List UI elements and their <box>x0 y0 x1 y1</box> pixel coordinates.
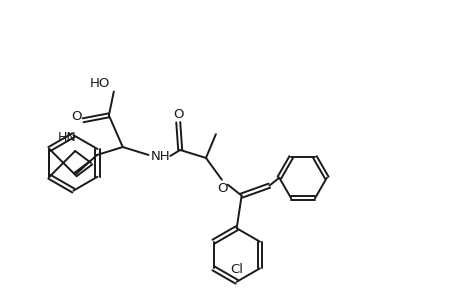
Text: Cl: Cl <box>230 263 243 276</box>
Text: O: O <box>217 182 228 195</box>
Text: O: O <box>71 110 81 123</box>
Text: NH: NH <box>150 150 170 164</box>
Text: O: O <box>173 108 183 121</box>
Text: HO: HO <box>90 77 110 90</box>
Text: HN: HN <box>58 130 77 144</box>
